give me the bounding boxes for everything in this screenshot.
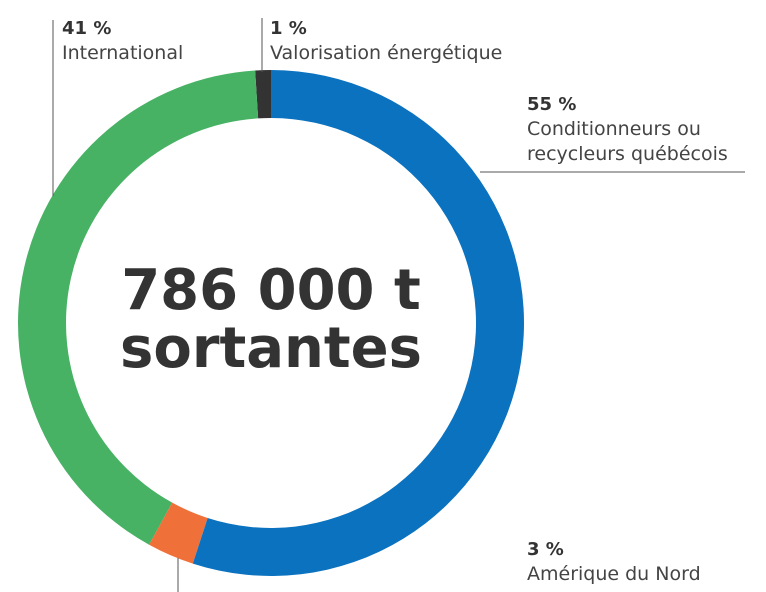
leader-lines [52, 18, 745, 592]
center-text: 786 000 t sortantes [71, 262, 471, 378]
center-line: 786 000 t [121, 258, 421, 323]
slice-label: 1 % Valorisation énergétique [270, 16, 570, 66]
slice-label: 3 % Amérique du Nord [527, 537, 747, 587]
category-label: Valorisation énergétique [270, 42, 503, 64]
slice [17, 70, 259, 545]
value-label: 55 % [527, 94, 577, 115]
value-label: 3 % [527, 539, 564, 560]
value-label: 41 % [62, 18, 112, 39]
slice [255, 70, 271, 119]
slice [149, 502, 208, 564]
value-label: 1 % [270, 18, 307, 39]
slice-label: 55 % Conditionneurs ou recycleurs québéco… [527, 92, 747, 167]
category-label: International [62, 42, 184, 64]
center-line: sortantes [120, 316, 422, 381]
slice-label: 41 % International [62, 16, 262, 66]
slice [192, 70, 524, 576]
category-label: Amérique du Nord [527, 563, 701, 585]
category-label: Conditionneurs ou recycleurs québécois [527, 118, 728, 165]
